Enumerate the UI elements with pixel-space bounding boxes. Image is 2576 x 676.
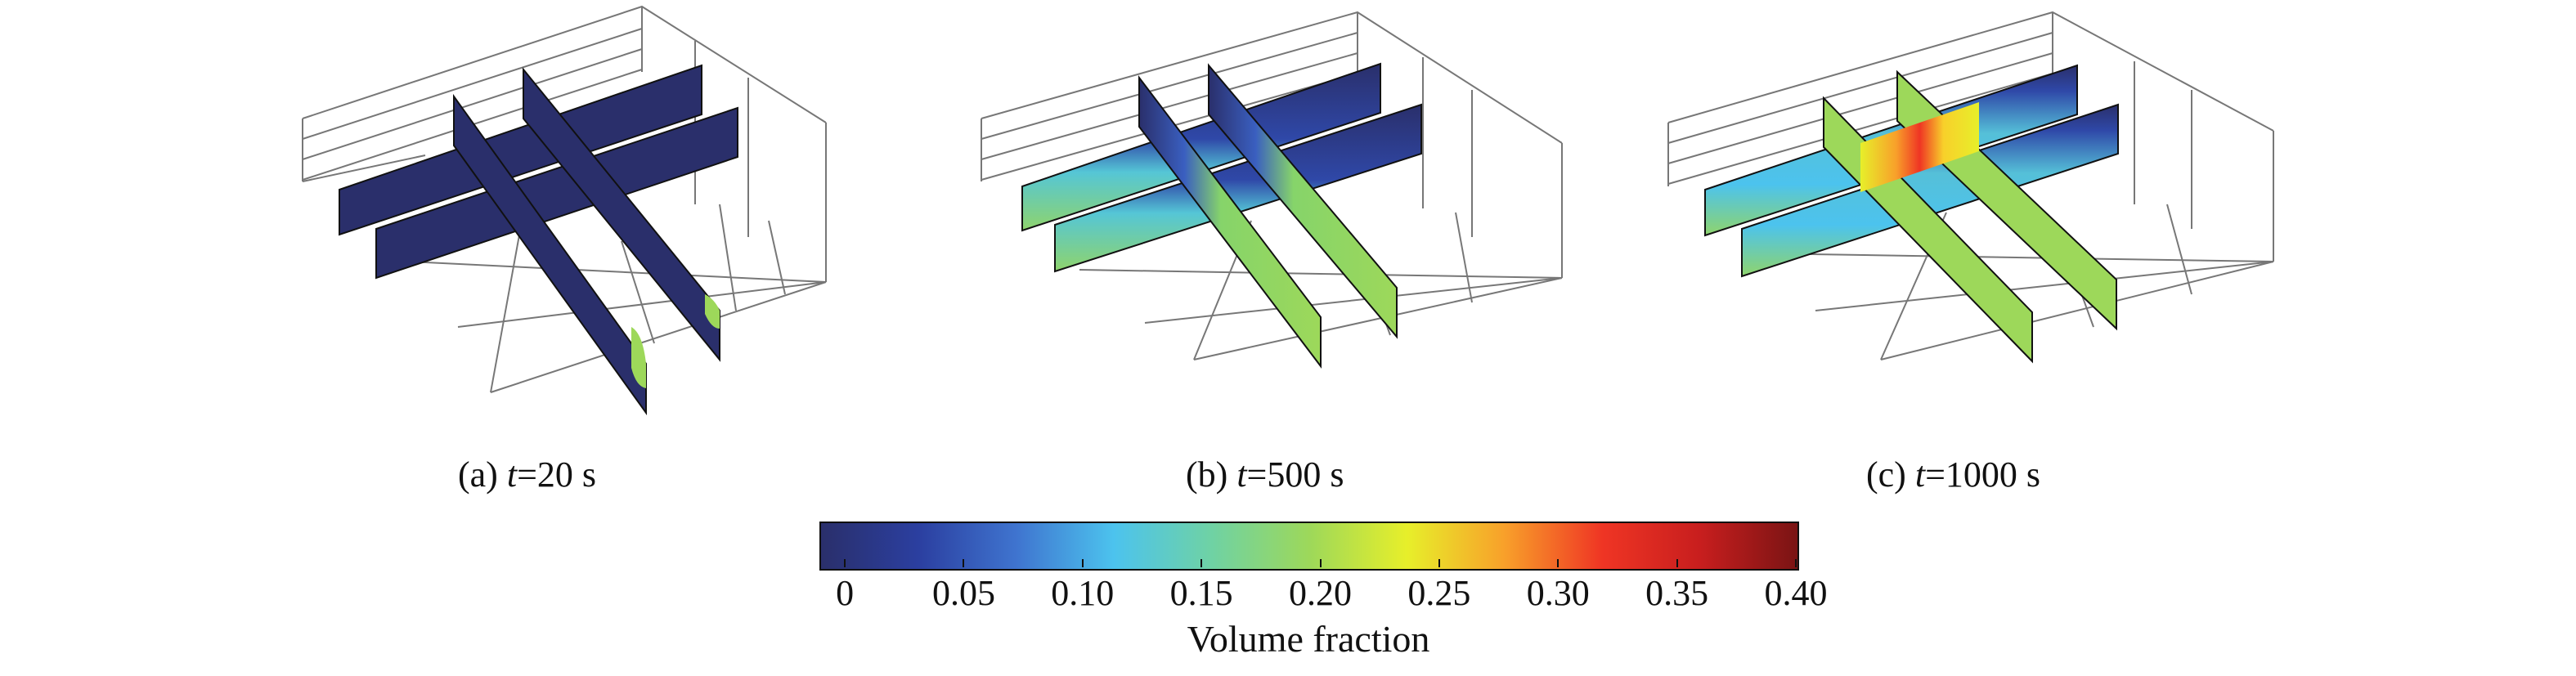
colorbar-tick-mark <box>1676 559 1678 567</box>
colorbar-tick-label: 0.10 <box>1051 573 1115 613</box>
colorbar-tick-label: 0.35 <box>1645 573 1709 613</box>
colorbar-tick-label: 0.40 <box>1764 573 1828 613</box>
colorbar-tick-mark <box>1795 559 1797 567</box>
colorbar-tick-mark <box>1200 559 1203 567</box>
panel-c-caption: (c) t=1000 s <box>1866 454 2041 495</box>
panel-b-caption: (b) t=500 s <box>1186 454 1344 495</box>
colorbar-tick-mark <box>844 559 846 567</box>
channel-walls-b <box>1021 62 1422 369</box>
colorbar-tick-mark <box>1557 559 1560 567</box>
colorbar-tick-label: 0.15 <box>1169 573 1233 613</box>
colorbar-tick-label: 0 <box>836 573 855 613</box>
channel-walls-c <box>1704 64 2119 364</box>
panel-b <box>981 11 1563 369</box>
colorbar-tick-mark <box>1081 559 1084 567</box>
channel-walls-a <box>339 64 738 416</box>
colorbar-gradient <box>819 522 1799 571</box>
colorbar-tick-label: 0.25 <box>1407 573 1471 613</box>
colorbar <box>819 522 1799 571</box>
panel-a <box>302 5 827 416</box>
colorbar-title: Volume fraction <box>1187 618 1430 660</box>
colorbar-tick-label: 0.30 <box>1526 573 1590 613</box>
panel-a-caption: (a) t=20 s <box>458 454 597 495</box>
panel-c <box>1667 11 2274 364</box>
colorbar-tick-mark <box>1319 559 1322 567</box>
colorbar-tick-label: 0.05 <box>931 573 995 613</box>
simulation-figure <box>302 5 2274 416</box>
colorbar-tick-label: 0.20 <box>1289 573 1353 613</box>
colorbar-tick-mark <box>963 559 965 567</box>
colorbar-tick-mark <box>1438 559 1440 567</box>
